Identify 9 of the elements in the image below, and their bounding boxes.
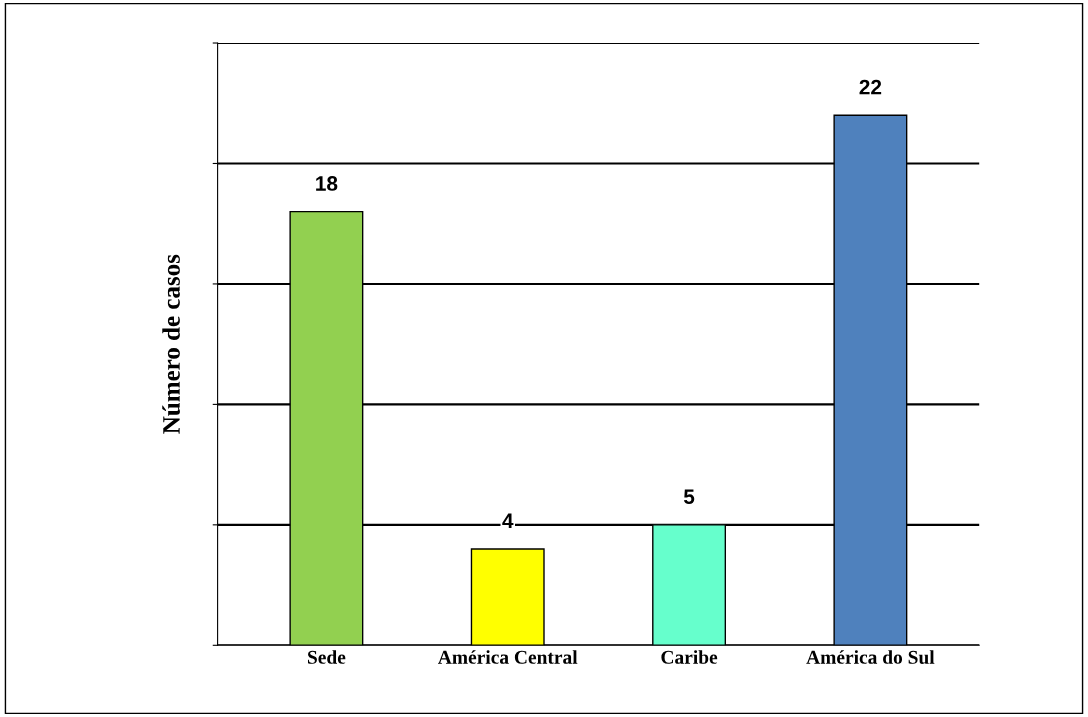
x-tick-label: Sede bbox=[307, 650, 346, 664]
data-label: 22 bbox=[859, 79, 882, 95]
x-tick-label: América Central bbox=[438, 650, 578, 664]
x-tick-label: América do Sul bbox=[806, 650, 935, 664]
data-label: 5 bbox=[683, 489, 695, 505]
data-label: 18 bbox=[316, 176, 338, 191]
x-tick-label: Caribe bbox=[661, 650, 718, 664]
y-axis-title: Número de casos bbox=[162, 254, 180, 434]
data-label: 4 bbox=[502, 513, 514, 528]
